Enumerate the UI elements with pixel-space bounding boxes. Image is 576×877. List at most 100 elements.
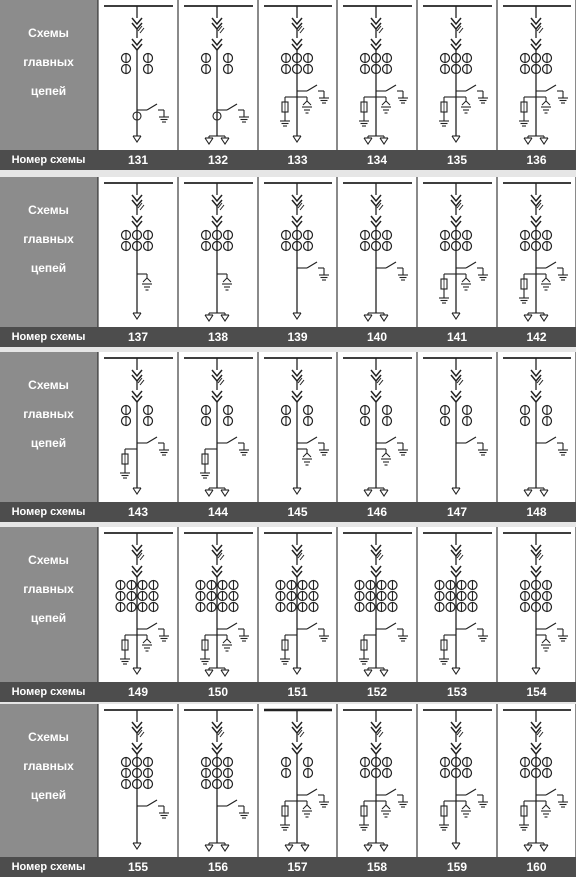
scheme-number: 152 [366,685,388,699]
scheme-number: 145 [287,505,308,519]
scheme-diagram-131 [98,0,178,150]
scheme-diagram-160 [497,704,576,857]
row-label-line: цепей [30,611,67,625]
scheme-diagram-135 [417,0,497,150]
scheme-diagram-142 [497,177,576,327]
schemes-block: Схемы главных цепей Номер схемы 155 156 157 158… [0,704,576,877]
scheme-number: 138 [207,330,229,344]
circuit-schematic [104,532,173,675]
scheme-diagram-138 [178,177,258,327]
scheme-number: 151 [287,685,308,699]
circuit-schematic [184,357,253,497]
scheme-number-bar: Номер схемы 143 144 145 146 147 148 [0,502,576,522]
circuit-schematic [343,5,412,145]
scheme-diagram-146 [337,352,417,502]
scheme-number-label: Номер схемы [11,686,86,698]
scheme-diagram-156 [178,704,258,857]
scheme-number-bar: Номер схемы 149 150 151 152 153 154 [0,682,576,702]
row-label-line: главных [23,582,74,596]
scheme-number: 149 [127,685,149,699]
schemes-block: Схемы главных цепей Номер схемы 143 144 145 146… [0,352,576,522]
circuit-schematic [423,5,492,143]
circuit-schematic [343,357,412,497]
scheme-number: 150 [207,685,229,699]
scheme-diagram-145 [258,352,337,502]
circuit-schematic [503,357,571,497]
scheme-number: 148 [526,505,547,519]
row-label-line: главных [23,759,74,773]
scheme-diagram-133 [258,0,337,150]
circuit-schematic [184,709,253,852]
circuit-schematic [343,532,412,677]
scheme-diagram-149 [98,527,178,682]
scheme-diagram-147 [417,352,497,502]
scheme-number: 147 [446,505,468,519]
circuit-schematic [104,182,173,320]
circuit-schematic [104,709,173,850]
row-label-line: цепей [30,788,67,802]
scheme-diagram-148 [497,352,576,502]
scheme-number: 156 [207,860,229,874]
row-label-line: Схемы [28,730,69,744]
scheme-number: 146 [366,505,388,519]
block-separator [0,702,576,704]
scheme-number: 155 [127,860,149,874]
circuit-schematic [104,5,173,143]
scheme-diagram-143 [98,352,178,502]
scheme-number: 135 [446,153,468,167]
circuit-schematic [423,357,492,495]
scheme-number: 158 [366,860,388,874]
scheme-number: 143 [127,505,149,519]
scheme-number: 131 [127,153,149,167]
scheme-diagram-153 [417,527,497,682]
scheme-number: 142 [526,330,547,344]
scheme-diagram-151 [258,527,337,682]
scheme-number: 140 [366,330,388,344]
row-label-line: Схемы [28,378,69,392]
circuit-schematic [503,532,571,675]
circuit-schematic [503,182,571,322]
circuit-schematic [423,709,492,850]
scheme-diagram-158 [337,704,417,857]
row-label-line: главных [23,407,74,421]
scheme-diagram-154 [497,527,576,682]
scheme-diagram-152 [337,527,417,682]
scheme-number-label: Номер схемы [11,861,86,873]
scheme-diagram-134 [337,0,417,150]
block-separator [0,347,576,352]
scheme-number-label: Номер схемы [11,331,86,343]
circuit-schematic [264,182,332,320]
row-label-cell: Схемы главных цепей [0,0,98,150]
scheme-number: 136 [526,153,547,167]
scheme-number-label: Номер схемы [11,506,86,518]
scheme-diagram-144 [178,352,258,502]
scheme-diagram-132 [178,0,258,150]
circuit-schematic [423,532,492,675]
row-label-cell: Схемы главных цепей [0,177,98,327]
schemes-block: Схемы главных цепей Номер схемы 137 138 139 140… [0,177,576,347]
scheme-number: 154 [526,685,547,699]
scheme-number-bar: Номер схемы 155 156 157 158 159 160 [0,857,576,877]
row-label-line: Схемы [28,553,69,567]
schemes-block: Схемы главных цепей Номер схемы 131 132 133 134… [0,0,576,170]
circuit-schematic [264,532,332,675]
scheme-diagram-157 [258,704,337,857]
scheme-diagram-136 [497,0,576,150]
block-separator [0,522,576,527]
scheme-number-bar: Номер схемы 131 132 133 134 135 136 [0,150,576,170]
circuit-schematic [104,357,173,495]
row-label-cell: Схемы главных цепей [0,527,98,682]
row-label-line: Схемы [28,26,69,40]
row-label-cell: Схемы главных цепей [0,704,98,857]
row-label-line: главных [23,232,74,246]
scheme-number: 134 [366,153,388,167]
scheme-number: 160 [526,860,547,874]
scheme-number: 141 [446,330,468,344]
row-label-line: цепей [30,84,67,98]
scheme-number-label: Номер схемы [11,154,86,166]
circuit-schematic [264,357,332,495]
scheme-diagram-159 [417,704,497,857]
scheme-number: 132 [207,153,229,167]
scheme-number: 157 [287,860,308,874]
